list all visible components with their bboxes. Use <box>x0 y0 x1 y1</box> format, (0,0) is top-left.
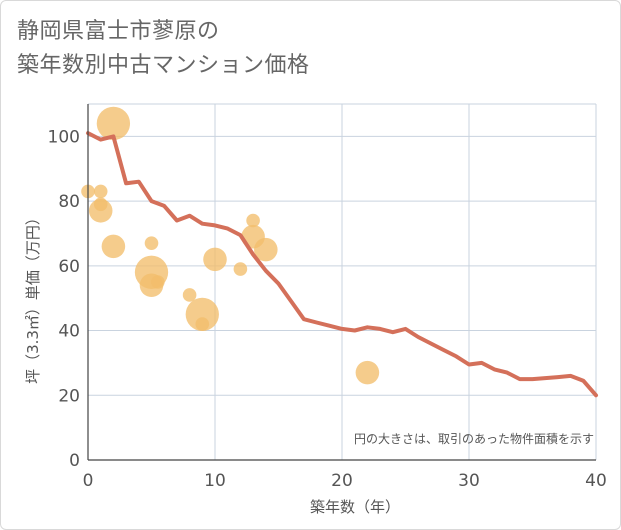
scatter-point <box>101 234 126 259</box>
y-tick-label: 60 <box>58 257 80 277</box>
scatter-point <box>144 236 159 250</box>
scatter-point <box>182 288 197 302</box>
axes: 0 20 40 60 80 100 0 10 20 30 40 <box>48 104 607 491</box>
scatter-point <box>195 317 210 331</box>
y-tick-label: 20 <box>58 386 80 406</box>
chart-title-line-2: 築年数別中古マンション価格 <box>17 53 310 78</box>
y-tick-label: 0 <box>69 451 80 471</box>
x-tick-label: 10 <box>204 471 226 491</box>
y-tick-label: 40 <box>58 322 80 342</box>
scatter-point <box>88 199 113 223</box>
scatter-point <box>203 247 227 272</box>
chart-title-line-1: 静岡県富士市蓼原の <box>17 19 220 44</box>
x-axis-title: 築年数（年） <box>310 498 400 516</box>
y-tick-label: 100 <box>48 127 80 147</box>
bubble-size-note: 円の大きさは、取引のあった物件面積を示す <box>354 431 594 446</box>
y-axis-title: 坪（3.3㎡）単価（万円） <box>24 210 42 384</box>
average-price-line <box>86 131 598 398</box>
axis-labels: 築年数（年） 坪（3.3㎡）単価（万円） 円の大きさは、取引のあった物件面積を示… <box>24 210 594 516</box>
scatter-point <box>185 297 219 332</box>
scatter-point <box>93 184 108 199</box>
y-tick-label: 80 <box>58 192 80 212</box>
scatter-point <box>355 360 380 385</box>
scatter-point <box>151 275 165 289</box>
average-price-line-group <box>86 131 598 398</box>
x-tick-label: 40 <box>585 471 607 491</box>
x-tick-label: 30 <box>458 471 480 491</box>
scatter-point <box>96 106 131 141</box>
x-tick-label: 0 <box>83 471 94 491</box>
x-tick-label: 20 <box>331 471 353 491</box>
scatter-point <box>254 237 278 262</box>
scatter-bubbles <box>81 106 380 385</box>
scatter-point <box>233 262 248 276</box>
scatter-point <box>246 213 260 228</box>
chart-title: 静岡県富士市蓼原の 築年数別中古マンション価格 <box>17 15 310 83</box>
